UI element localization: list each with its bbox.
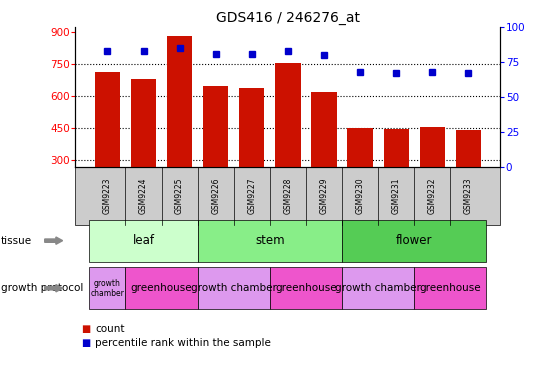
Bar <box>383 129 409 167</box>
Text: GSM9226: GSM9226 <box>211 178 220 214</box>
Text: GSM9224: GSM9224 <box>139 178 148 214</box>
Text: GSM9231: GSM9231 <box>392 178 401 214</box>
Bar <box>311 92 337 167</box>
Bar <box>131 79 156 167</box>
Bar <box>420 127 445 167</box>
Bar <box>275 63 301 167</box>
Text: growth chamber: growth chamber <box>191 283 277 293</box>
Text: growth protocol: growth protocol <box>1 283 83 293</box>
Text: tissue: tissue <box>1 236 32 246</box>
Bar <box>348 128 373 167</box>
Text: growth chamber: growth chamber <box>335 283 421 293</box>
Bar <box>456 130 481 167</box>
Text: flower: flower <box>396 234 433 247</box>
Text: ■: ■ <box>81 338 91 348</box>
Text: GSM9232: GSM9232 <box>428 178 437 214</box>
Text: GSM9227: GSM9227 <box>247 178 256 214</box>
Bar <box>95 72 120 167</box>
Text: leaf: leaf <box>132 234 154 247</box>
Text: GSM9233: GSM9233 <box>464 178 473 214</box>
Title: GDS416 / 246276_at: GDS416 / 246276_at <box>216 11 360 25</box>
Text: GSM9230: GSM9230 <box>356 178 364 214</box>
Text: greenhouse: greenhouse <box>131 283 192 293</box>
Text: count: count <box>95 324 125 335</box>
Text: GSM9228: GSM9228 <box>283 178 292 214</box>
Text: stem: stem <box>255 234 285 247</box>
Text: greenhouse: greenhouse <box>275 283 337 293</box>
Bar <box>239 88 264 167</box>
Text: greenhouse: greenhouse <box>419 283 481 293</box>
Text: growth
chamber: growth chamber <box>91 279 124 298</box>
Bar <box>167 37 192 167</box>
Bar <box>203 86 228 167</box>
Text: GSM9229: GSM9229 <box>320 178 329 214</box>
Text: percentile rank within the sample: percentile rank within the sample <box>95 338 271 348</box>
Text: ■: ■ <box>81 324 91 335</box>
Text: GSM9223: GSM9223 <box>103 178 112 214</box>
Text: GSM9225: GSM9225 <box>175 178 184 214</box>
